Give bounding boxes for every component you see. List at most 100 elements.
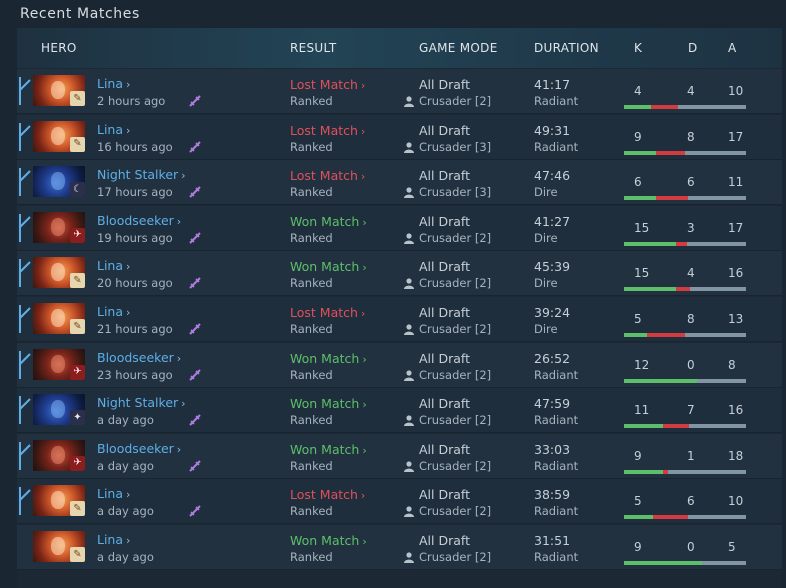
scroll-icon: ✎ (70, 501, 85, 517)
party-indicator-icon (19, 487, 31, 516)
match-row[interactable]: ✎ Lina › 21 hours ago Lost Match › Ranked All D… (17, 297, 782, 342)
match-result-link[interactable]: Won Match › (290, 442, 367, 457)
hero-name-link[interactable]: Bloodseeker › (97, 350, 181, 365)
match-side: Radiant (534, 458, 579, 473)
match-row[interactable]: ✎ Lina › 2 hours ago Lost Match › Ranked All Dr… (17, 69, 782, 114)
hero-name-link[interactable]: Lina › (97, 258, 130, 273)
kills-segment (624, 515, 654, 520)
kills-segment (624, 469, 664, 474)
match-duration: 41:17 (534, 77, 571, 92)
scroll-icon: ✎ (70, 547, 85, 562)
hero-name-link[interactable]: Bloodseeker › (97, 441, 181, 456)
match-side: Radiant (534, 550, 579, 564)
match-result-link[interactable]: Lost Match › (290, 305, 365, 320)
header-assists[interactable]: A (728, 41, 737, 55)
kills-segment (624, 287, 677, 292)
match-result-link[interactable]: Won Match › (290, 396, 367, 411)
assists-segment (678, 105, 746, 109)
match-row[interactable]: ✎ Lina › 20 hours ago Won Match › Ranked All Dr… (17, 251, 782, 297)
lobby-type: Ranked (290, 322, 333, 336)
assists-value: 10 (728, 84, 744, 98)
hero-name-link[interactable]: Night Stalker › (97, 167, 186, 182)
table-header: HERO RESULT GAME MODE DURATION K D A (17, 28, 782, 68)
crossed-swords-icon (189, 460, 201, 472)
match-row[interactable]: ☾ Night Stalker › 17 hours ago Lost Match › Ra… (17, 160, 782, 206)
match-row[interactable]: ✎ Lina › a day ago Won Match › Ranked All Draft… (17, 525, 782, 570)
deaths-segment (663, 469, 668, 474)
match-result-link[interactable]: Won Match › (290, 351, 367, 366)
match-side: Dire (534, 322, 558, 336)
hero-portrait[interactable]: ✈ (33, 348, 85, 380)
header-deaths[interactable]: D (688, 41, 698, 55)
match-result-link[interactable]: Lost Match › (290, 487, 365, 502)
party-indicator-icon (19, 213, 31, 242)
skill-bracket: Crusader [2] (403, 550, 491, 564)
assists-segment (684, 333, 746, 337)
header-hero[interactable]: HERO (41, 41, 77, 55)
deaths-segment (655, 196, 688, 201)
chevron-right-icon: › (360, 124, 366, 138)
match-row[interactable]: ✈ Bloodseeker › 19 hours ago Won Match › Ranke… (17, 205, 782, 251)
party-indicator-icon (19, 305, 31, 333)
assists-segment (687, 515, 746, 520)
hero-portrait[interactable]: ✎ (33, 257, 85, 289)
deaths-value: 1 (687, 448, 695, 463)
match-row[interactable]: ✈ Bloodseeker › 23 hours ago Won Match › Ranke… (17, 342, 782, 388)
header-kills[interactable]: K (634, 41, 643, 55)
match-result-link[interactable]: Lost Match › (290, 123, 365, 138)
match-row[interactable]: ✦ Night Stalker › a day ago Won Match › Ranked… (17, 388, 782, 434)
match-row[interactable]: ✎ Lina › a day ago Lost Match › Ranked All Draf… (17, 479, 782, 525)
match-time: 21 hours ago (97, 322, 173, 336)
header-game-mode[interactable]: GAME MODE (419, 41, 498, 55)
hero-name-link[interactable]: Lina › (97, 76, 130, 91)
running-icon: ✈ (70, 364, 85, 380)
person-icon (404, 96, 414, 107)
match-time: a day ago (97, 550, 154, 564)
hero-face (51, 309, 65, 327)
crossed-swords-icon (189, 368, 201, 381)
kills-value: 5 (634, 312, 642, 326)
kills-value: 5 (634, 494, 642, 509)
match-row[interactable]: ✈ Bloodseeker › a day ago Won Match › Ranked Al… (17, 433, 782, 479)
hero-face (51, 126, 65, 145)
match-result-link[interactable]: Won Match › (290, 214, 367, 229)
chevron-right-icon: › (360, 79, 366, 92)
hero-name-link[interactable]: Lina › (97, 486, 130, 501)
hero-name-link[interactable]: Lina › (97, 122, 130, 137)
chevron-right-icon: › (181, 397, 186, 411)
hero-portrait[interactable]: ☾ (33, 166, 85, 198)
match-result-link[interactable]: Lost Match › (290, 168, 365, 183)
hero-portrait[interactable]: ✈ (33, 439, 85, 471)
deaths-value: 6 (687, 494, 695, 509)
header-duration[interactable]: DURATION (534, 41, 599, 55)
deaths-value: 0 (687, 540, 695, 554)
hero-portrait[interactable]: ✦ (33, 394, 85, 426)
hero-name-link[interactable]: Bloodseeker › (97, 213, 181, 228)
kda-bar (624, 196, 746, 201)
match-result-link[interactable]: Won Match › (290, 533, 367, 548)
hero-name-link[interactable]: Lina › (97, 304, 130, 319)
chevron-right-icon: › (126, 306, 131, 319)
skill-bracket: Crusader [2] (403, 231, 491, 245)
chevron-right-icon: › (362, 352, 367, 366)
hero-portrait[interactable]: ✎ (33, 75, 85, 106)
match-result-link[interactable]: Lost Match › (290, 77, 365, 92)
hero-portrait[interactable]: ✎ (33, 120, 85, 152)
header-result[interactable]: RESULT (290, 41, 337, 55)
hero-portrait[interactable]: ✈ (33, 211, 85, 243)
deaths-segment (676, 241, 687, 246)
kills-value: 4 (634, 84, 642, 98)
assists-value: 17 (728, 129, 744, 144)
hero-name-link[interactable]: Night Stalker › (97, 395, 186, 410)
hero-portrait[interactable]: ✎ (33, 303, 85, 334)
person-icon (404, 506, 414, 518)
hero-portrait[interactable]: ✎ (33, 531, 85, 562)
lobby-type: Ranked (290, 94, 333, 108)
skill-label: Crusader [3] (419, 185, 492, 200)
match-row[interactable]: ✎ Lina › 16 hours ago Lost Match › Ranked All D… (17, 114, 782, 160)
hero-name-link[interactable]: Lina › (97, 532, 130, 547)
hero-portrait[interactable]: ✎ (33, 485, 85, 517)
match-result-link[interactable]: Won Match › (290, 259, 367, 274)
deaths-value: 8 (687, 129, 695, 144)
assists-value: 10 (728, 494, 744, 509)
